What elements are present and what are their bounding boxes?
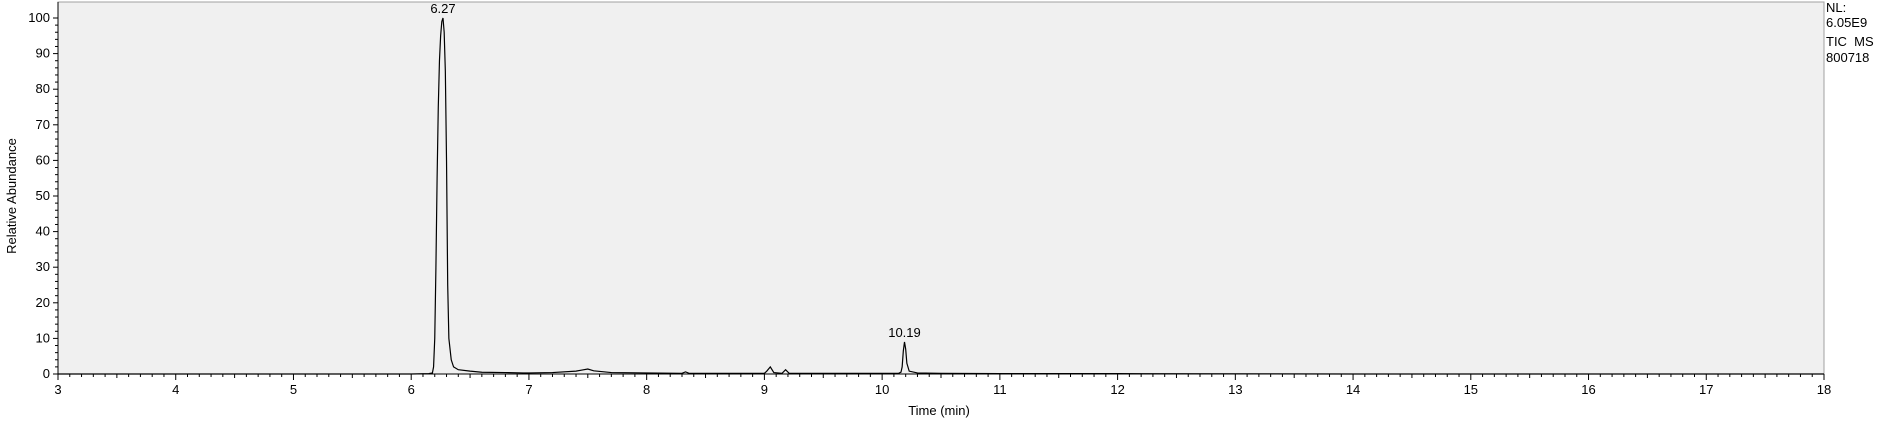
y-tick-label: 90 bbox=[36, 46, 50, 61]
x-tick-label: 18 bbox=[1817, 382, 1831, 397]
plot-area bbox=[57, 1, 1825, 375]
y-tick-label: 10 bbox=[36, 330, 50, 345]
y-tick-label: 80 bbox=[36, 81, 50, 96]
x-tick-label: 5 bbox=[290, 382, 297, 397]
y-tick-label: 50 bbox=[36, 188, 50, 203]
info-scan-type: TIC MS bbox=[1826, 34, 1874, 49]
info-nl-value: 6.05E9 bbox=[1826, 15, 1867, 30]
x-tick-label: 3 bbox=[54, 382, 61, 397]
x-tick-label: 9 bbox=[761, 382, 768, 397]
y-tick-label: 60 bbox=[36, 152, 50, 167]
y-tick-label: 100 bbox=[28, 10, 50, 25]
x-tick-label: 4 bbox=[172, 382, 179, 397]
x-tick-label: 16 bbox=[1581, 382, 1595, 397]
y-tick-label: 40 bbox=[36, 224, 50, 239]
x-tick-label: 8 bbox=[643, 382, 650, 397]
x-tick-label: 15 bbox=[1464, 382, 1478, 397]
x-tick-label: 10 bbox=[875, 382, 889, 397]
x-tick-label: 6 bbox=[408, 382, 415, 397]
y-tick-label: 0 bbox=[43, 366, 50, 381]
info-file-id: 800718 bbox=[1826, 50, 1869, 65]
info-panel: NL: 6.05E9 TIC MS 800718 bbox=[1826, 0, 1874, 65]
peak-label: 10.19 bbox=[888, 325, 921, 340]
x-tick-label: 13 bbox=[1228, 382, 1242, 397]
x-tick-label: 17 bbox=[1699, 382, 1713, 397]
y-tick-label: 70 bbox=[36, 117, 50, 132]
x-tick-label: 14 bbox=[1346, 382, 1360, 397]
info-nl-label: NL: bbox=[1826, 0, 1846, 15]
x-axis-ticks: 3 4 5 6 7 8 9 10 11 12 13 14 15 16 17 18 bbox=[54, 374, 1831, 397]
x-axis-title: Time (min) bbox=[908, 403, 970, 418]
y-tick-label: 30 bbox=[36, 259, 50, 274]
peak-label: 6.27 bbox=[430, 1, 455, 16]
peak-labels: 6.27 10.19 bbox=[430, 1, 920, 340]
x-tick-label: 11 bbox=[993, 382, 1007, 397]
x-tick-label: 12 bbox=[1110, 382, 1124, 397]
tic-trace bbox=[58, 17, 1824, 375]
y-axis-title: Relative Abundance bbox=[4, 138, 19, 254]
x-tick-label: 7 bbox=[525, 382, 532, 397]
y-tick-label: 20 bbox=[36, 295, 50, 310]
y-axis-ticks: 0 10 20 30 40 50 60 70 80 90 100 bbox=[28, 10, 58, 381]
